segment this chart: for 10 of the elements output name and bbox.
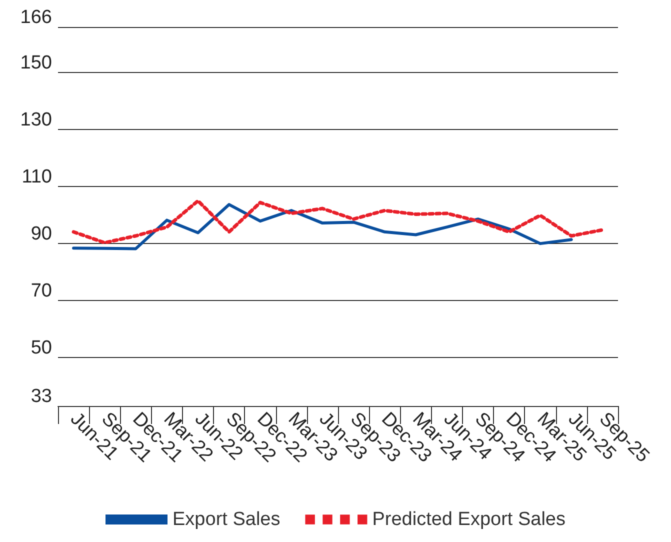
y-tick-label: 70 xyxy=(30,280,52,302)
y-tick-label: 90 xyxy=(30,224,52,245)
y-tick-label: 50 xyxy=(30,338,52,359)
y-tick-label: 130 xyxy=(20,110,52,131)
y-tick-label: 150 xyxy=(20,52,52,74)
y-tick-label: 110 xyxy=(22,166,52,188)
y-tick-label: 33 xyxy=(30,386,52,407)
y-tick-label: 166 xyxy=(20,7,52,28)
legend-label: Predicted Export Sales xyxy=(372,509,566,530)
legend-label: Export Sales xyxy=(172,509,280,530)
